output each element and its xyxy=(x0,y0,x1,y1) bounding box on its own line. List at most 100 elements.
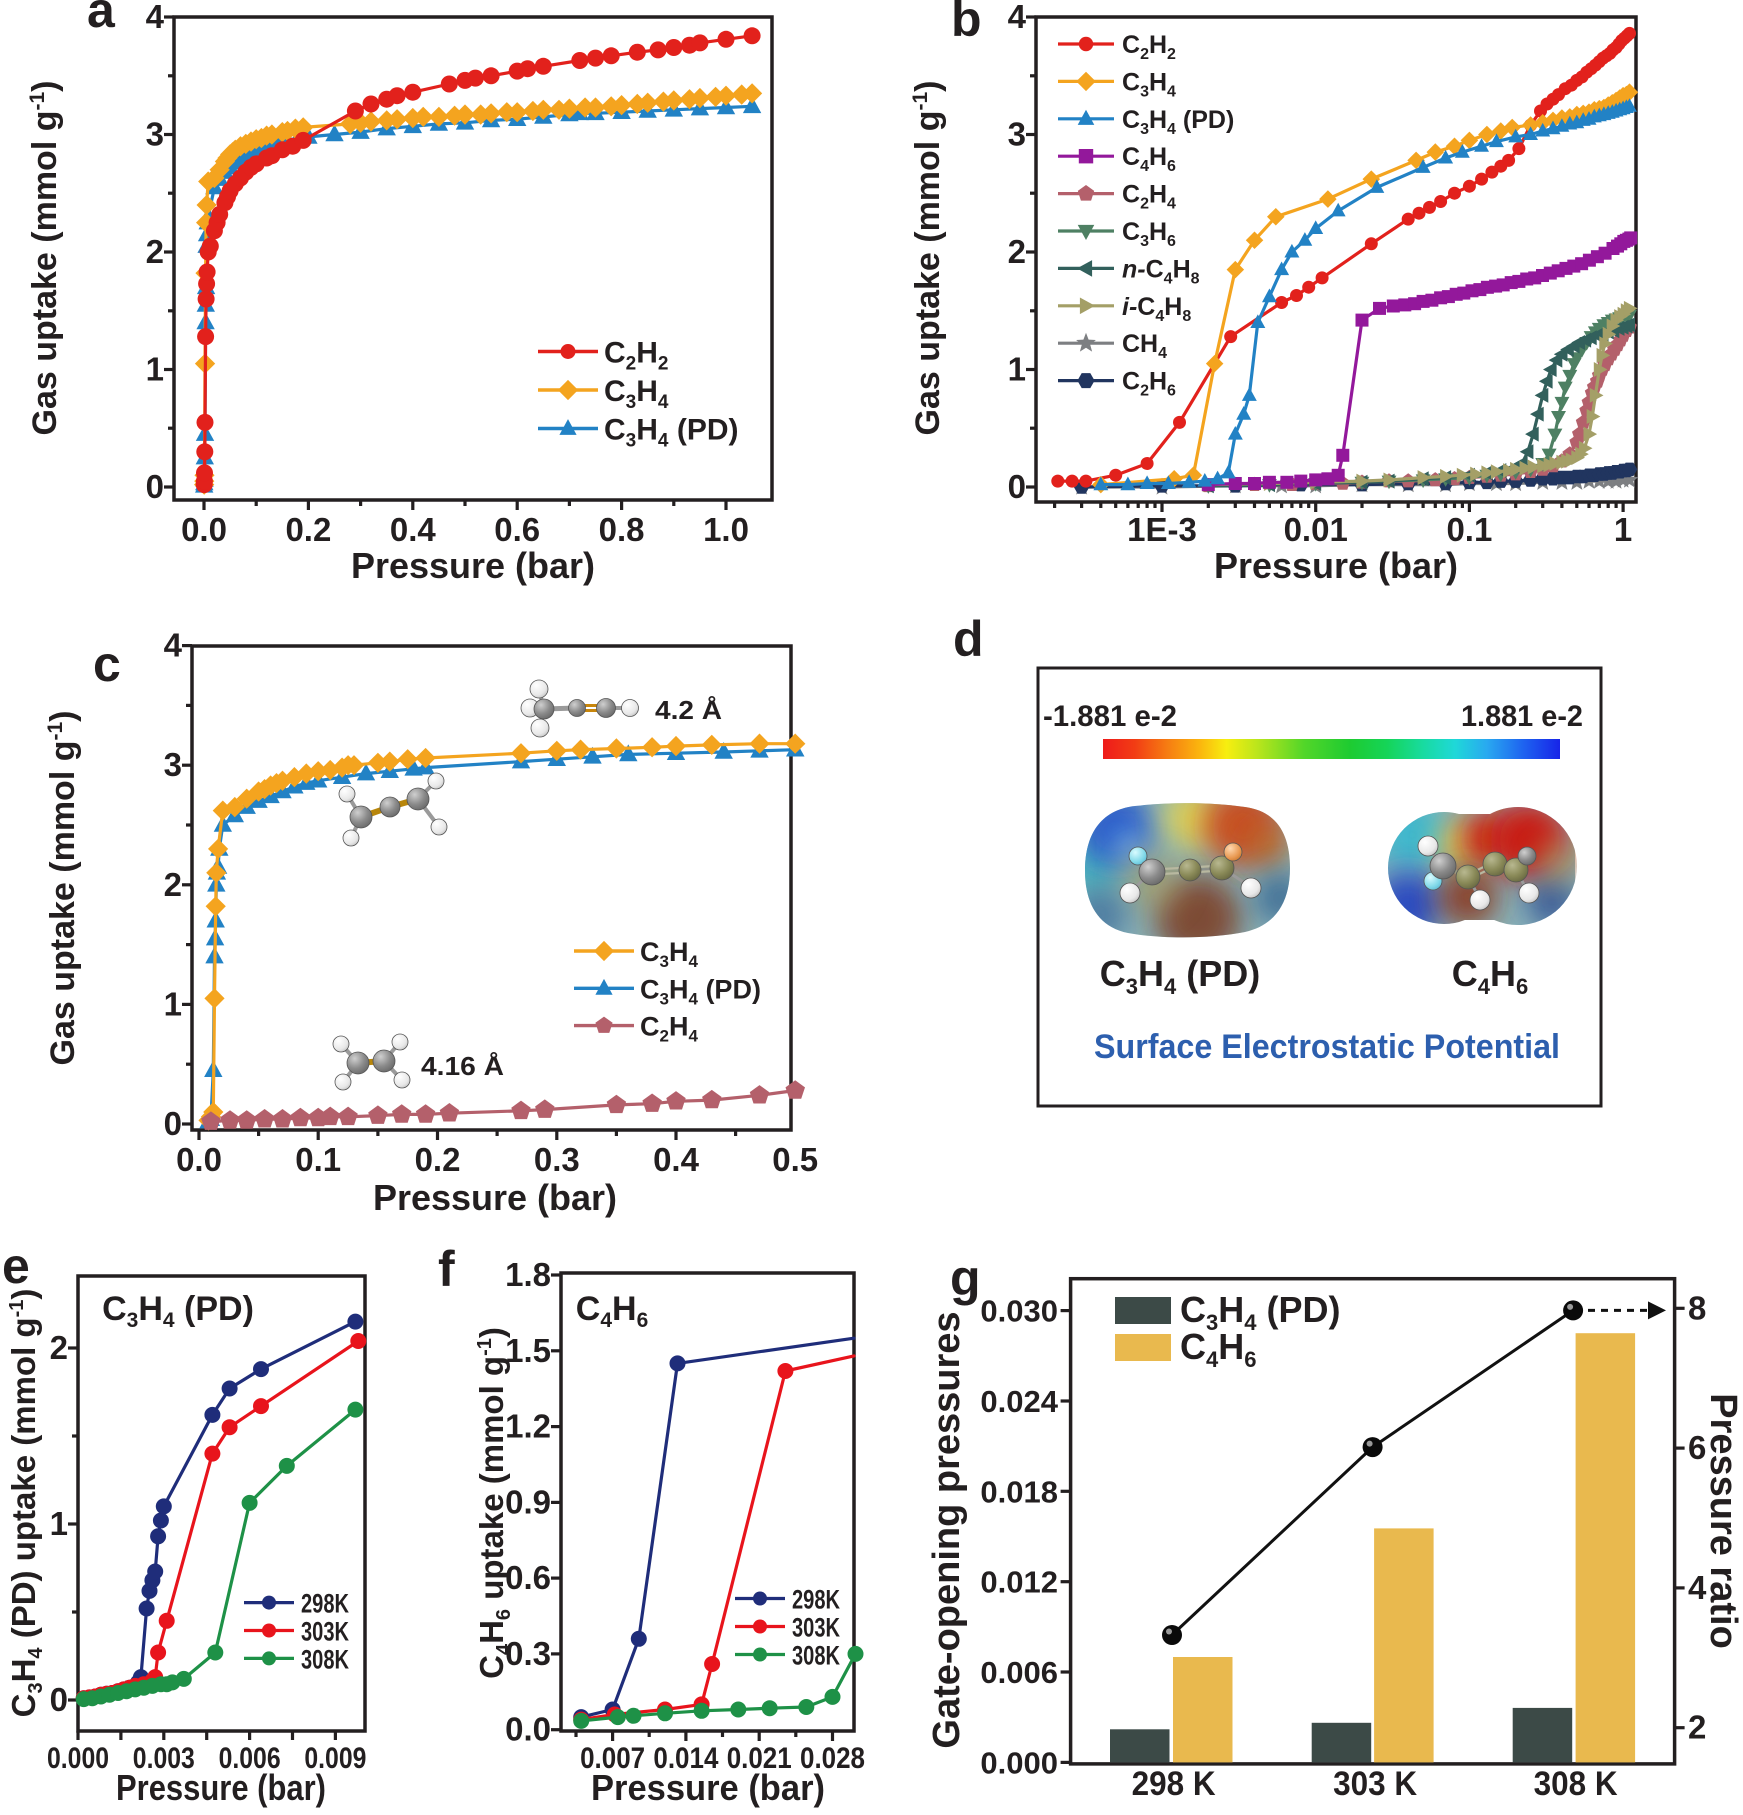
svg-text:303K: 303K xyxy=(792,1613,840,1643)
svg-text:0.014: 0.014 xyxy=(653,1742,718,1775)
svg-text:C3​H4​ (PD): C3​H4​ (PD) xyxy=(604,414,739,452)
svg-text:0.0: 0.0 xyxy=(181,511,227,548)
svg-text:308K: 308K xyxy=(792,1641,840,1671)
svg-text:0.8: 0.8 xyxy=(599,511,645,548)
svg-text:0.028: 0.028 xyxy=(800,1742,865,1775)
svg-text:C2​H6​: C2​H6​ xyxy=(1122,368,1176,400)
svg-text:1: 1 xyxy=(146,351,164,388)
svg-text:i-C4​H8​: i-C4​H8​ xyxy=(1122,293,1191,325)
svg-text:1E-3: 1E-3 xyxy=(1127,511,1197,548)
svg-text:0.0: 0.0 xyxy=(505,1711,551,1748)
svg-text:Pressure (bar): Pressure (bar) xyxy=(1214,545,1458,586)
svg-text:0.007: 0.007 xyxy=(580,1742,645,1775)
svg-text:1.5: 1.5 xyxy=(505,1332,551,1369)
svg-text:308K: 308K xyxy=(301,1644,349,1674)
svg-text:0: 0 xyxy=(50,1681,68,1718)
svg-text:Pressure (bar): Pressure (bar) xyxy=(591,1767,825,1808)
svg-text:4: 4 xyxy=(146,0,165,35)
svg-text:2: 2 xyxy=(164,866,182,903)
svg-text:C3​H4​ (PD) uptake (mmol g-1​): C3​H4​ (PD) uptake (mmol g-1​) xyxy=(5,1289,47,1718)
svg-text:1: 1 xyxy=(1008,351,1026,388)
svg-text:0.2: 0.2 xyxy=(415,1141,461,1178)
svg-text:0.5: 0.5 xyxy=(772,1141,818,1178)
svg-text:Gas uptake (mmol g-1​): Gas uptake (mmol g-1​) xyxy=(909,81,947,436)
svg-text:C3​H4​: C3​H4​ xyxy=(1122,68,1176,100)
svg-text:0: 0 xyxy=(146,468,164,505)
svg-text:c: c xyxy=(93,636,121,692)
svg-text:-1.881 e-2: -1.881 e-2 xyxy=(1043,700,1177,733)
svg-text:0.000: 0.000 xyxy=(980,1745,1058,1780)
svg-text:C3​H4​ (PD): C3​H4​ (PD) xyxy=(102,1290,254,1332)
svg-text:2: 2 xyxy=(1688,1709,1706,1746)
svg-text:1.2: 1.2 xyxy=(505,1408,551,1445)
svg-text:C3​H4​ (PD): C3​H4​ (PD) xyxy=(1100,953,1261,999)
svg-text:0.012: 0.012 xyxy=(980,1565,1058,1600)
svg-text:0.6: 0.6 xyxy=(494,511,540,548)
svg-text:0.021: 0.021 xyxy=(727,1742,792,1775)
svg-text:C3​H4​: C3​H4​ xyxy=(604,375,669,413)
svg-text:0.1: 0.1 xyxy=(295,1141,341,1178)
svg-text:b: b xyxy=(951,0,982,47)
svg-text:Gas uptake (mmol g-1​): Gas uptake (mmol g-1​) xyxy=(26,81,64,436)
svg-text:C2​H2​: C2​H2​ xyxy=(604,337,669,375)
svg-text:1.0: 1.0 xyxy=(703,511,749,548)
svg-text:Pressure ratio: Pressure ratio xyxy=(1702,1393,1743,1649)
svg-text:298K: 298K xyxy=(792,1585,840,1615)
svg-text:2: 2 xyxy=(50,1329,68,1366)
svg-text:0.000: 0.000 xyxy=(47,1742,109,1775)
svg-text:1.881 e-2: 1.881 e-2 xyxy=(1461,700,1583,733)
svg-text:0.006: 0.006 xyxy=(980,1655,1058,1690)
svg-text:C2​H2​: C2​H2​ xyxy=(1122,31,1176,63)
svg-text:C4​H6​ uptake (mmol g-1​): C4​H6​ uptake (mmol g-1​) xyxy=(473,1327,515,1679)
svg-text:303K: 303K xyxy=(301,1617,349,1647)
svg-text:C4​H6​: C4​H6​ xyxy=(576,1290,649,1332)
svg-text:C4​H6​: C4​H6​ xyxy=(1180,1326,1257,1372)
svg-text:1.8: 1.8 xyxy=(505,1256,551,1293)
svg-text:Gas uptake (mmol g-1​): Gas uptake (mmol g-1​) xyxy=(44,711,82,1066)
svg-text:3: 3 xyxy=(164,746,182,783)
svg-text:0.9: 0.9 xyxy=(505,1483,551,1520)
svg-text:Pressure (bar): Pressure (bar) xyxy=(351,545,595,586)
svg-text:f: f xyxy=(438,1241,455,1297)
svg-text:Surface Electrostatic Potentia: Surface Electrostatic Potential xyxy=(1094,1028,1560,1066)
svg-text:0.1: 0.1 xyxy=(1446,511,1492,548)
svg-text:4: 4 xyxy=(1688,1569,1707,1606)
svg-text:0: 0 xyxy=(1008,468,1026,505)
svg-text:a: a xyxy=(87,0,116,38)
svg-text:n-C4​H8​: n-C4​H8​ xyxy=(1122,255,1200,287)
svg-text:C3​H4​ (PD): C3​H4​ (PD) xyxy=(640,974,761,1008)
svg-text:0.009: 0.009 xyxy=(304,1742,366,1775)
svg-text:3: 3 xyxy=(146,116,164,153)
svg-text:e: e xyxy=(2,1238,30,1294)
svg-text:4.16 Å: 4.16 Å xyxy=(421,1051,504,1081)
svg-text:0.3: 0.3 xyxy=(534,1141,580,1178)
svg-text:g: g xyxy=(950,1250,981,1306)
svg-text:303 K: 303 K xyxy=(1333,1765,1417,1803)
svg-text:0.0: 0.0 xyxy=(176,1141,222,1178)
svg-text:0.3: 0.3 xyxy=(505,1635,551,1672)
svg-text:C2​H4​: C2​H4​ xyxy=(640,1012,698,1046)
svg-text:0.4: 0.4 xyxy=(390,511,437,548)
svg-text:1: 1 xyxy=(1614,511,1632,548)
svg-text:d: d xyxy=(953,611,984,667)
svg-text:0.003: 0.003 xyxy=(133,1742,195,1775)
svg-text:298 K: 298 K xyxy=(1132,1765,1216,1803)
svg-text:0.006: 0.006 xyxy=(219,1742,281,1775)
svg-text:308 K: 308 K xyxy=(1534,1765,1618,1803)
svg-text:1: 1 xyxy=(50,1505,68,1542)
svg-text:C4​H6​: C4​H6​ xyxy=(1452,953,1529,999)
svg-text:4: 4 xyxy=(1008,0,1027,35)
svg-text:0.01: 0.01 xyxy=(1284,511,1348,548)
svg-text:0: 0 xyxy=(164,1105,182,1142)
svg-text:C3​H6​: C3​H6​ xyxy=(1122,218,1176,250)
svg-text:C4​H6​: C4​H6​ xyxy=(1122,143,1176,175)
svg-text:C3​H4​ (PD): C3​H4​ (PD) xyxy=(1180,1289,1341,1335)
svg-text:0.024: 0.024 xyxy=(980,1384,1058,1419)
svg-text:4.2 Å: 4.2 Å xyxy=(655,695,722,725)
svg-text:2: 2 xyxy=(1008,233,1026,270)
svg-text:C3​H4​ (PD): C3​H4​ (PD) xyxy=(1122,106,1234,138)
svg-text:Gate-opening pressures: Gate-opening pressures xyxy=(926,1311,968,1748)
svg-text:0.2: 0.2 xyxy=(285,511,331,548)
svg-text:8: 8 xyxy=(1688,1289,1706,1326)
svg-text:C2​H4​: C2​H4​ xyxy=(1122,181,1176,213)
